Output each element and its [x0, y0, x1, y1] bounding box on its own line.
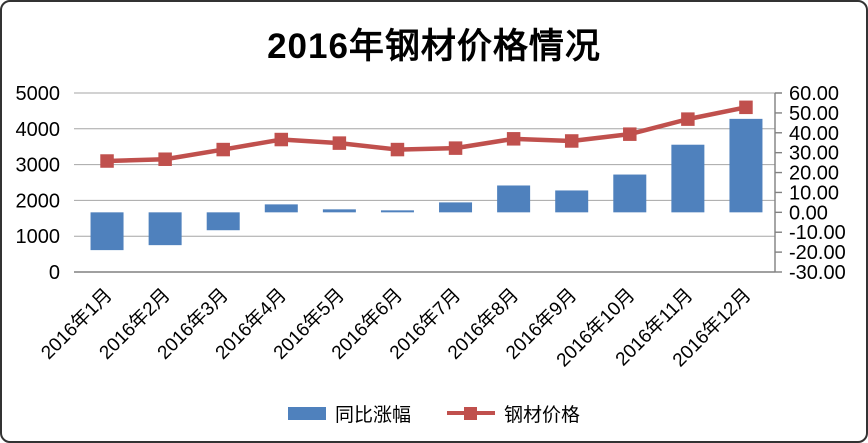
- left-axis-tick-label: 2000: [16, 190, 61, 212]
- left-axis-tick-label: 4000: [16, 119, 61, 141]
- bar-2016年8月: [497, 185, 531, 213]
- line-series-label: 钢材价格: [504, 404, 581, 426]
- legend: 同比涨幅 钢材价格: [2, 398, 866, 428]
- marker-2016年11月: [681, 112, 695, 126]
- right-axis-tick-label: 40.00: [789, 123, 839, 145]
- bar-2016年11月: [671, 144, 705, 213]
- right-axis-tick-label: 30.00: [789, 143, 839, 165]
- left-axis-tick-label: 3000: [16, 155, 61, 177]
- line-series-swatch: [447, 406, 495, 420]
- left-axis-tick-label: 1000: [16, 226, 61, 248]
- bar-2016年1月: [90, 212, 124, 251]
- marker-2016年2月: [158, 152, 172, 166]
- legend-item-line-series: 钢材价格: [447, 400, 580, 427]
- marker-2016年3月: [216, 142, 230, 157]
- chart-title: 2016年钢材价格情况: [267, 27, 601, 66]
- bar-2016年6月: [380, 210, 414, 213]
- bar-2016年3月: [206, 212, 240, 231]
- marker-2016年1月: [100, 154, 114, 168]
- marker-2016年6月: [390, 142, 405, 157]
- bar-series-swatch: [287, 406, 326, 420]
- right-axis-tick-label: 0.00: [789, 202, 828, 224]
- right-axis-tick-label: 50.00: [789, 103, 839, 125]
- left-axis-tick-label: 0: [49, 262, 60, 284]
- right-axis-tick-label: 60.00: [789, 83, 839, 105]
- marker-2016年4月: [274, 132, 289, 147]
- marker-2016年8月: [506, 132, 521, 146]
- bar-2016年2月: [148, 212, 182, 246]
- right-axis-tick-label: 20.00: [789, 163, 839, 185]
- right-axis-tick-label: -20.00: [789, 242, 846, 264]
- legend-item-bar-series: 同比涨幅: [287, 400, 411, 427]
- marker-2016年12月: [739, 100, 753, 115]
- bar-2016年7月: [439, 202, 473, 213]
- right-axis-tick-label: -30.00: [789, 262, 846, 284]
- line-swatch-marker: [464, 406, 477, 420]
- marker-2016年5月: [332, 136, 347, 150]
- right-axis-tick-label: 10.00: [789, 182, 839, 204]
- marker-2016年9月: [564, 134, 579, 148]
- bar-2016年10月: [613, 174, 647, 213]
- price-line: [106, 105, 747, 164]
- left-axis-tick-label: 5000: [16, 83, 61, 105]
- bar-2016年12月: [729, 118, 763, 213]
- marker-2016年10月: [623, 127, 637, 141]
- marker-2016年7月: [448, 141, 463, 155]
- bar-2016年4月: [264, 204, 298, 213]
- right-axis-tick-label: -10.00: [789, 222, 846, 244]
- bar-2016年9月: [555, 190, 589, 213]
- bar-series-label: 同比涨幅: [334, 404, 411, 426]
- bar-2016年5月: [322, 209, 356, 213]
